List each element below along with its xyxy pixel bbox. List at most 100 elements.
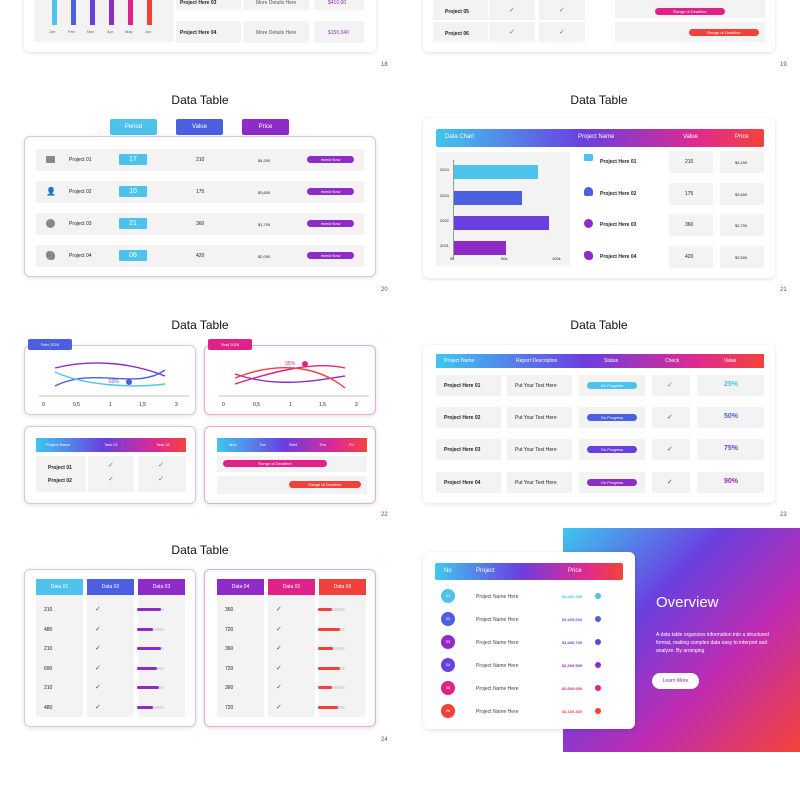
cell: 75% bbox=[697, 439, 764, 460]
cell: Put Your Text Here bbox=[507, 472, 572, 493]
description: Put Your Text Here bbox=[515, 447, 557, 453]
value: 360 bbox=[225, 607, 234, 613]
arrow-icon bbox=[595, 616, 601, 622]
axis-label: 0,5 bbox=[73, 402, 80, 408]
price: $410.00 bbox=[328, 0, 347, 6]
arrow-icon bbox=[595, 685, 601, 691]
axis-label: 0 bbox=[222, 402, 225, 408]
cell: ✓ ✓ bbox=[88, 456, 134, 492]
cell: ✓ bbox=[652, 439, 690, 460]
header: Data 04 bbox=[217, 579, 264, 595]
cell: $2,500 bbox=[720, 246, 764, 268]
status-badge: On Progress bbox=[587, 446, 637, 453]
page-number: 20 bbox=[381, 287, 388, 293]
invest-now-button[interactable]: Invest Now bbox=[307, 220, 354, 227]
progress-fill bbox=[318, 666, 340, 670]
bar-may bbox=[128, 0, 133, 25]
row-label: Project 02 bbox=[48, 478, 72, 484]
cell: 360 bbox=[669, 214, 713, 236]
check-icon: ✓ bbox=[276, 703, 282, 711]
invest-now-button[interactable]: Invest Now bbox=[307, 156, 354, 163]
header: Data 01 bbox=[36, 579, 83, 595]
period-value: 06 bbox=[119, 250, 147, 261]
year-label: 2021 bbox=[440, 243, 449, 248]
row-label: Project 01 bbox=[48, 465, 72, 471]
cell: ✓ bbox=[539, 0, 585, 20]
value: 690 bbox=[44, 665, 53, 672]
table-row: Project 04 06 420 $2,000 Invest Now bbox=[36, 245, 364, 267]
cell: More Details Here bbox=[244, 21, 309, 43]
period-value: 17 bbox=[119, 154, 147, 165]
row-label: Project 05 bbox=[445, 9, 469, 15]
axis-label: 50k bbox=[501, 256, 508, 261]
row-number: 03 bbox=[441, 635, 455, 649]
header-no: No bbox=[444, 568, 452, 574]
project-name: Project 04 bbox=[69, 253, 92, 259]
gantt-card: Mon Tue Wed Thu Fri Range of Deadline Ra… bbox=[204, 426, 376, 504]
cell: $1,700 bbox=[720, 214, 764, 236]
header-price: Price bbox=[242, 119, 289, 135]
year-label: 2022 bbox=[440, 218, 449, 223]
arrow-icon bbox=[595, 708, 601, 714]
page-number: 21 bbox=[780, 287, 787, 293]
task-table-card: Project Name Task 01 Task 02 Project 01 … bbox=[24, 426, 196, 504]
line-chart-1 bbox=[39, 362, 189, 397]
cell: $410.00 bbox=[314, 0, 364, 10]
value: 75% bbox=[724, 445, 739, 452]
header-period: Period bbox=[110, 119, 157, 135]
folder-icon bbox=[46, 156, 55, 163]
page-number: 18 bbox=[381, 62, 388, 68]
cell: Project 06 bbox=[433, 22, 488, 42]
header: Check bbox=[665, 358, 680, 364]
status-badge: On Progress bbox=[587, 414, 637, 421]
project-name: Project 01 bbox=[69, 157, 92, 163]
apple-icon bbox=[584, 219, 593, 228]
cell: More Details Here bbox=[244, 0, 309, 10]
progress-fill bbox=[137, 647, 162, 650]
check-icon: ✓ bbox=[667, 479, 673, 486]
project-name: Project Name Here bbox=[476, 640, 519, 646]
row-number: 02 bbox=[441, 612, 455, 626]
check-icon: ✓ bbox=[276, 625, 282, 633]
header: Data 02 bbox=[87, 579, 134, 595]
invest-now-button[interactable]: Invest Now bbox=[307, 252, 354, 259]
header: Data 05 bbox=[268, 579, 315, 595]
bar-chart-panel: 2024 2023 2022 2021 0k 50k 100k bbox=[436, 152, 570, 266]
header-data-chart: Data Chart bbox=[445, 134, 475, 140]
check-icon: ✓ bbox=[667, 446, 673, 453]
header: Report Description bbox=[516, 358, 558, 364]
description: Put Your Text Here bbox=[515, 383, 557, 389]
month-label: Jan bbox=[49, 29, 56, 34]
status-badge: On Progress bbox=[587, 479, 637, 486]
invest-now-button[interactable]: Invest Now bbox=[307, 188, 354, 195]
arrow-icon bbox=[595, 593, 601, 599]
day: Wed bbox=[289, 442, 298, 447]
axis-label: 100k bbox=[552, 256, 561, 261]
check-icon: ✓ bbox=[276, 684, 282, 691]
cell: ✓ bbox=[489, 0, 535, 20]
value: 360 bbox=[685, 222, 694, 228]
value: 210 bbox=[44, 607, 53, 613]
price: $3,200,600 bbox=[562, 617, 583, 622]
row-number: 01 bbox=[441, 589, 455, 603]
column bbox=[36, 579, 83, 717]
column bbox=[87, 579, 134, 717]
header-price: Price bbox=[568, 568, 582, 574]
cell: ✓ bbox=[489, 22, 535, 42]
month-label: Feb bbox=[68, 29, 75, 34]
project-name: Project Here 01 bbox=[600, 159, 637, 165]
value: 210 bbox=[44, 685, 53, 691]
project-name: Project 02 bbox=[69, 189, 92, 195]
bar-jun bbox=[147, 0, 152, 25]
apple-icon bbox=[46, 219, 55, 228]
learn-more-button[interactable]: Learn More bbox=[652, 673, 699, 689]
header-bar: Project Name Task 01 Task 02 bbox=[36, 438, 186, 452]
check-icon: ✓ bbox=[95, 703, 101, 711]
header: Task 02 bbox=[156, 442, 170, 447]
overview-title: Overview bbox=[656, 594, 719, 611]
overview-text: A data table organizes information into … bbox=[656, 632, 769, 654]
status-badge: On Progress bbox=[587, 382, 637, 389]
value: 360 bbox=[225, 646, 234, 652]
cell: Project Here 04 bbox=[436, 472, 501, 493]
row-number: 04 bbox=[441, 658, 455, 672]
